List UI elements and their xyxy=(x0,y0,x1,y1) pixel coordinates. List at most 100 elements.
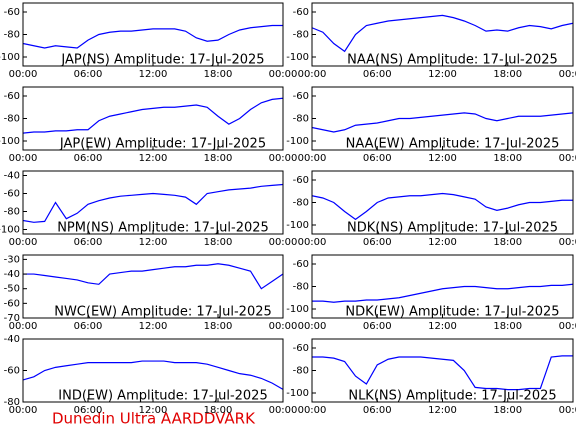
x-tick-label: 00:00 xyxy=(559,153,576,164)
x-tick-label: 00:00 xyxy=(559,321,576,332)
x-tick-label: 12:00 xyxy=(428,321,457,332)
y-tick-label: -100 xyxy=(0,136,20,147)
signal-line xyxy=(23,263,284,290)
x-tick-label: 00:00 xyxy=(269,69,298,80)
x-tick-label: 18:00 xyxy=(204,237,233,248)
y-tick-label: -40 xyxy=(4,171,20,182)
x-tick-label: 06:00 xyxy=(363,321,392,332)
x-tick-label: 06:00 xyxy=(363,153,392,164)
x-tick-label: 06:00 xyxy=(74,405,103,416)
y-tick-label: -60 xyxy=(4,7,20,18)
y-tick-label: -60 xyxy=(293,343,309,354)
y-tick-label: -70 xyxy=(4,313,20,324)
y-tick-label: -100 xyxy=(286,136,309,147)
signal-line xyxy=(311,192,573,221)
x-tick-label: 12:00 xyxy=(139,237,168,248)
x-tick-label: 00:00 xyxy=(269,321,298,332)
panel-title: NPM(NS) Amplitude: 17-Jul-2025 xyxy=(57,221,269,236)
x-tick-label: 00:00 xyxy=(9,153,38,164)
y-tick-label: -100 xyxy=(0,225,20,236)
x-tick-label: 06:00 xyxy=(74,69,103,80)
x-tick-label: 06:00 xyxy=(74,237,103,248)
y-tick-label: -80 xyxy=(4,207,20,218)
x-tick-label: 18:00 xyxy=(204,405,233,416)
x-tick-label: 00:00 xyxy=(269,405,298,416)
y-tick-label: -80 xyxy=(293,114,309,125)
x-tick-label: 06:00 xyxy=(363,405,392,416)
x-tick-label: 00:00 xyxy=(559,237,576,248)
x-tick-label: 00:00 xyxy=(298,69,327,80)
signal-line xyxy=(22,97,284,134)
x-tick-label: 12:00 xyxy=(428,237,457,248)
y-tick-label: -100 xyxy=(286,304,309,315)
panel-title: NAA(NS) Amplitude: 17-Jul-2025 xyxy=(347,53,558,68)
x-tick-label: 12:00 xyxy=(139,405,168,416)
y-tick-label: -60 xyxy=(4,91,20,102)
y-tick-label: -60 xyxy=(293,259,309,270)
y-tick-label: -80 xyxy=(4,397,20,408)
x-tick-label: 00:00 xyxy=(9,69,38,80)
x-tick-label: 06:00 xyxy=(74,321,103,332)
x-tick-label: 00:00 xyxy=(269,237,298,248)
y-tick-label: -50 xyxy=(4,284,20,295)
x-tick-label: 00:00 xyxy=(298,405,327,416)
panel-title: IND(EW) Amplitude: 17-Jul-2025 xyxy=(58,389,267,404)
x-tick-label: 18:00 xyxy=(493,237,522,248)
x-tick-label: 12:00 xyxy=(428,405,457,416)
signal-line xyxy=(22,183,284,223)
y-tick-label: -80 xyxy=(293,198,309,209)
x-tick-label: 06:00 xyxy=(363,69,392,80)
panel-title: NLK(NS) Amplitude: 17-Jul-2025 xyxy=(348,389,556,404)
panel-title: NAA(EW) Amplitude: 17-Jul-2025 xyxy=(346,137,560,152)
y-tick-label: -80 xyxy=(293,366,309,377)
panel-title: NDK(EW) Amplitude: 17-Jul-2025 xyxy=(345,305,559,320)
signal-line xyxy=(22,24,283,49)
x-tick-label: 00:00 xyxy=(9,237,38,248)
x-tick-label: 18:00 xyxy=(204,153,233,164)
x-tick-label: 12:00 xyxy=(428,153,457,164)
y-tick-label: -60 xyxy=(293,91,309,102)
x-tick-label: 18:00 xyxy=(493,153,522,164)
y-tick-label: -80 xyxy=(293,282,309,293)
x-tick-label: 00:00 xyxy=(9,321,38,332)
x-tick-label: 18:00 xyxy=(493,69,522,80)
x-tick-label: 00:00 xyxy=(298,153,327,164)
panel-title: JAP(NS) Amplitude: 17-Jul-2025 xyxy=(60,53,264,68)
y-tick-label: -60 xyxy=(293,175,309,186)
footer: Dunedin Ultra AARDDVARK xyxy=(52,410,256,428)
y-tick-label: -100 xyxy=(286,220,309,231)
x-tick-label: 06:00 xyxy=(363,237,392,248)
x-tick-label: 12:00 xyxy=(139,153,168,164)
signal-line xyxy=(22,360,284,390)
y-tick-label: -100 xyxy=(286,52,309,63)
y-tick-label: -60 xyxy=(4,298,20,309)
x-tick-label: 06:00 xyxy=(74,153,103,164)
x-tick-label: 00:00 xyxy=(559,405,576,416)
x-tick-label: 18:00 xyxy=(493,321,522,332)
y-tick-label: -30 xyxy=(4,254,20,265)
signal-line xyxy=(311,14,574,53)
x-tick-label: 18:00 xyxy=(204,321,233,332)
x-tick-label: 00:00 xyxy=(9,405,38,416)
y-tick-label: -60 xyxy=(4,366,20,377)
x-tick-label: 00:00 xyxy=(298,237,327,248)
x-tick-label: 12:00 xyxy=(139,69,168,80)
y-tick-label: -100 xyxy=(0,52,20,63)
panel-title: JAP(EW) Amplitude: 17-Jul-2025 xyxy=(59,137,266,152)
x-tick-label: 12:00 xyxy=(139,321,168,332)
panel-title: NWC(EW) Amplitude: 17-Jul-2025 xyxy=(54,305,272,320)
signal-line xyxy=(312,355,573,391)
x-tick-label: 12:00 xyxy=(428,69,457,80)
x-tick-label: 18:00 xyxy=(493,405,522,416)
signal-line xyxy=(311,112,574,133)
signal-line xyxy=(312,283,574,303)
y-tick-label: -80 xyxy=(4,30,20,41)
panel-title: NDK(NS) Amplitude: 17-Jul-2025 xyxy=(347,221,558,236)
y-tick-label: -60 xyxy=(4,189,20,200)
y-tick-label: -80 xyxy=(293,30,309,41)
x-tick-label: 00:00 xyxy=(269,153,298,164)
y-tick-label: -80 xyxy=(4,114,20,125)
y-tick-label: -40 xyxy=(4,334,20,345)
x-tick-label: 18:00 xyxy=(204,69,233,80)
